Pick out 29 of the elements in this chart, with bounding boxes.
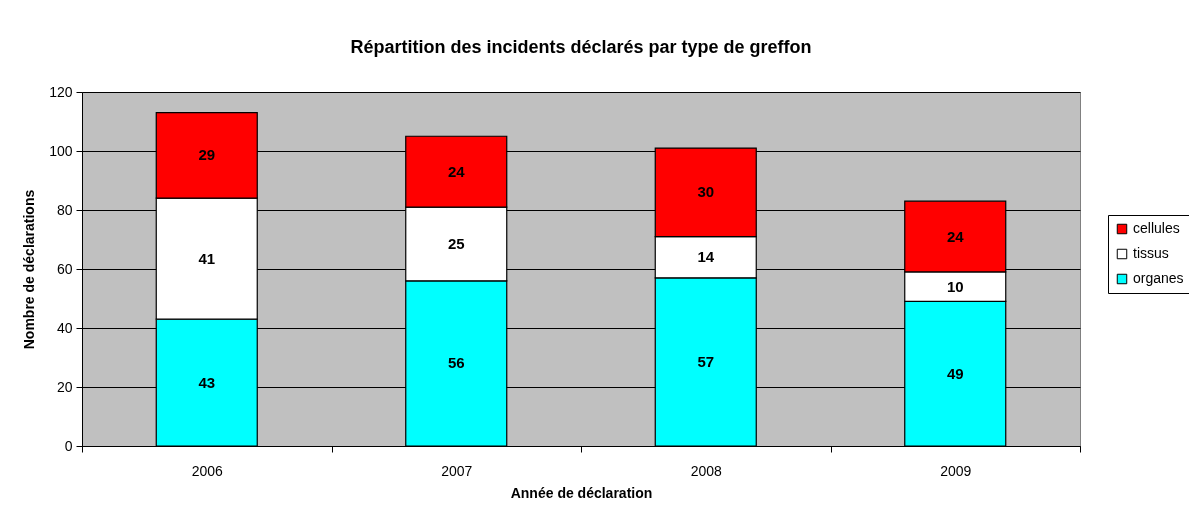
- data-label: 56: [447, 354, 465, 372]
- y-tick-label: 120: [49, 83, 73, 100]
- data-label: 49: [946, 364, 964, 382]
- x-tick-label: 2006: [191, 462, 224, 479]
- x-axis-title: Année de déclaration: [510, 484, 653, 501]
- x-tick-label: 2009: [940, 462, 972, 479]
- x-tick-label: 2007: [441, 462, 473, 479]
- chart-title: Répartition des incidents déclarés par type de greffon: [350, 37, 812, 57]
- legend-label: tissus: [1133, 245, 1169, 261]
- y-tick-label: 60: [56, 260, 73, 277]
- y-tick-label: 100: [49, 142, 73, 159]
- data-label: 57: [697, 352, 715, 370]
- data-label: 43: [198, 373, 216, 391]
- y-tick-label: 80: [56, 201, 73, 218]
- y-tick-label: 20: [56, 378, 73, 395]
- y-axis-title: Nombre de déclarations: [21, 189, 38, 350]
- data-label: 14: [697, 248, 715, 266]
- data-label: 25: [447, 234, 465, 252]
- data-label: 30: [697, 183, 715, 201]
- data-label: 41: [198, 249, 216, 267]
- data-label: 24: [447, 162, 466, 180]
- data-label: 24: [946, 227, 965, 245]
- x-tick-label: 2008: [690, 462, 723, 479]
- legend-label: organes: [1133, 270, 1184, 286]
- y-tick-label: 0: [64, 437, 73, 454]
- y-tick-label: 40: [56, 319, 73, 336]
- data-label: 10: [946, 277, 964, 295]
- legend-label: cellules: [1133, 220, 1180, 236]
- data-label: 29: [198, 146, 216, 164]
